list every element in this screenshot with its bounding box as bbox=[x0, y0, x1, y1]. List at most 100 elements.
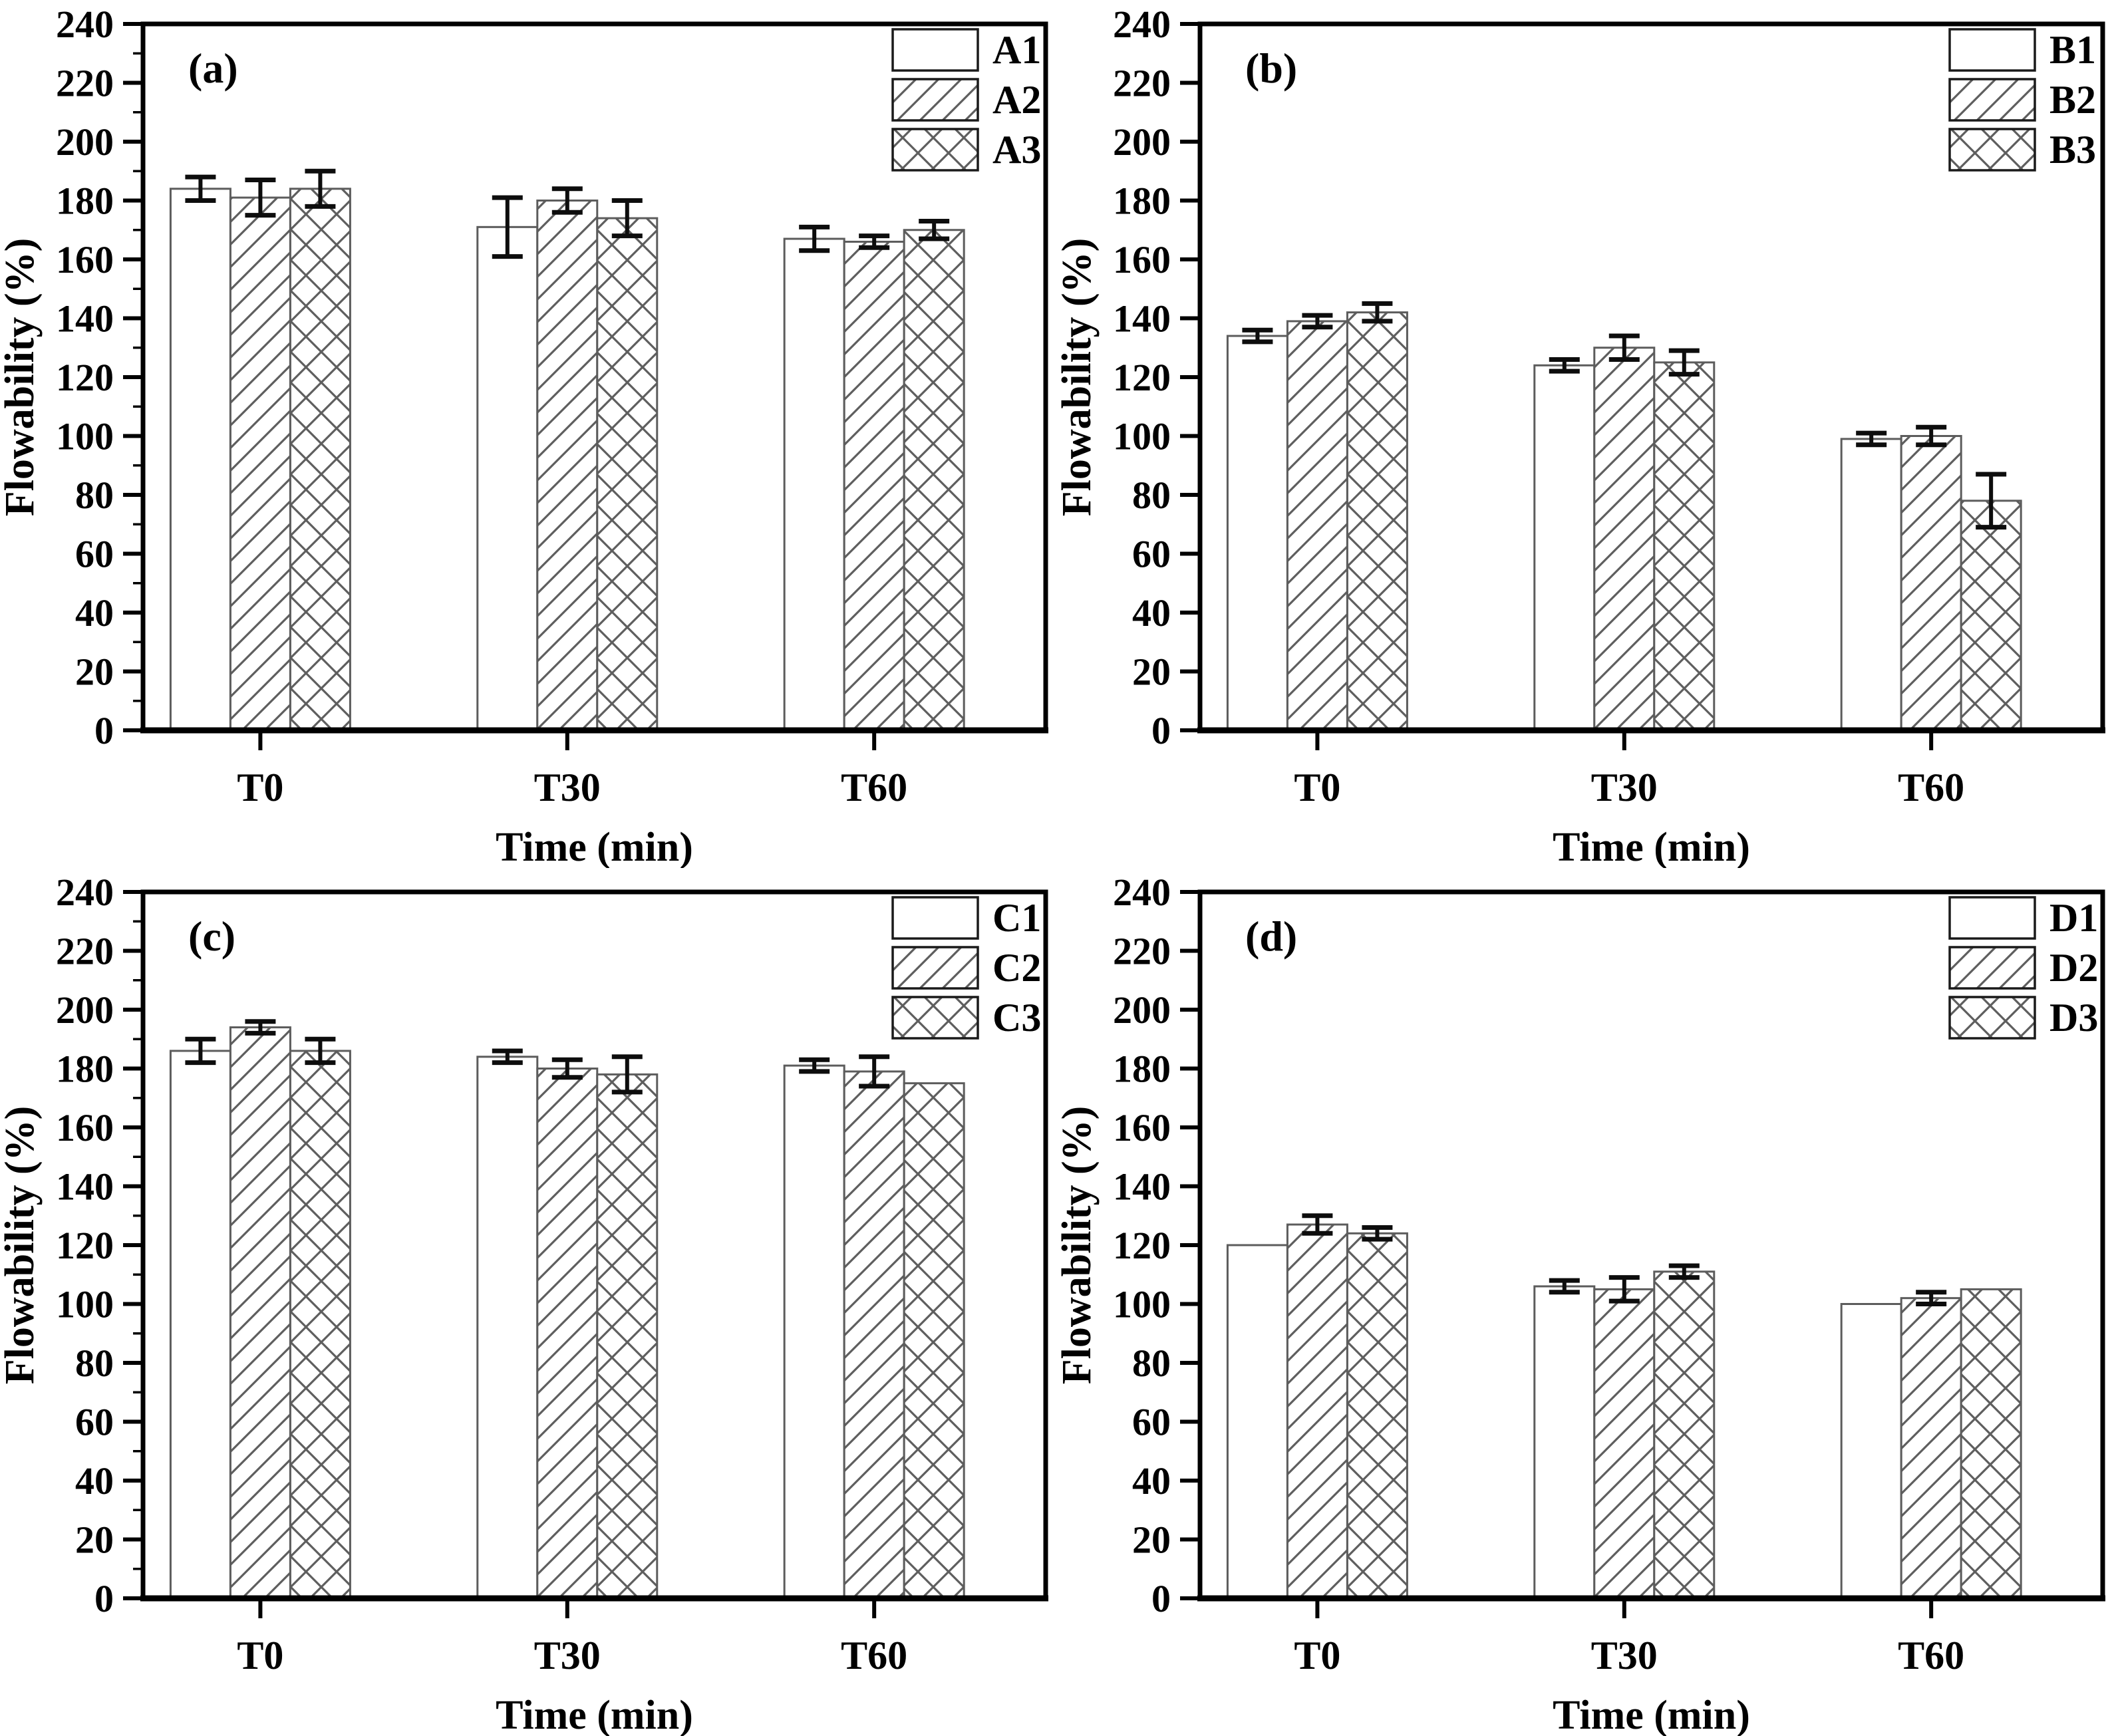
legend: B1 B2 B3 bbox=[1948, 28, 2096, 172]
bar-group-T30 bbox=[1593, 1288, 1656, 1600]
x-tick-label-T60: T60 bbox=[841, 766, 907, 809]
bar-A3-T60 bbox=[903, 229, 965, 732]
legend-item-B2: B2 bbox=[1948, 78, 2096, 122]
x-tick-label-T30: T30 bbox=[534, 1634, 601, 1677]
bar-group-T0 bbox=[229, 1026, 291, 1600]
x-axis: T0 T30 T60 bbox=[1294, 730, 1964, 809]
legend-item-A1: A1 bbox=[891, 28, 1041, 72]
y-tick-label: 20 bbox=[1132, 651, 1171, 694]
bar-group-T30 bbox=[536, 1068, 599, 1600]
legend-item-C1: C1 bbox=[891, 896, 1041, 940]
bar-A2-T30 bbox=[536, 200, 599, 732]
x-tick-label-T30: T30 bbox=[1591, 1634, 1658, 1677]
legend: D1 D2 D3 bbox=[1948, 896, 2098, 1040]
y-tick-label: 40 bbox=[1132, 591, 1171, 635]
x-axis: T0 T30 T60 bbox=[1294, 1598, 1964, 1677]
legend-label-C3: C3 bbox=[992, 996, 1041, 1040]
y-tick-label: 240 bbox=[56, 3, 114, 46]
bar-A2-T0 bbox=[229, 196, 291, 732]
legend-swatch-solid-white bbox=[1948, 896, 2036, 940]
bar-D2-T0 bbox=[1286, 1223, 1348, 1600]
bar-C3-T60 bbox=[903, 1082, 965, 1600]
error-bar-D3-T30 bbox=[1668, 1263, 1700, 1280]
bar-bg bbox=[1227, 336, 1288, 730]
y-tick-label: 80 bbox=[1132, 474, 1171, 517]
x-axis: T0 T30 T60 bbox=[237, 730, 907, 809]
y-tick-label: 60 bbox=[75, 533, 114, 576]
bar-group-T30 bbox=[476, 225, 539, 732]
y-axis: 0 20 40 60 80 100 120 140 160 180 200 220 240 bbox=[1113, 3, 1200, 752]
x-axis-title: Time (min) bbox=[496, 825, 693, 868]
bar-bg bbox=[1841, 1304, 1902, 1598]
y-tick-label: 40 bbox=[75, 1459, 114, 1503]
y-tick-label: 120 bbox=[1113, 356, 1171, 399]
bar-D2-T30 bbox=[1593, 1288, 1656, 1600]
error-bar-D3-T0 bbox=[1362, 1225, 1393, 1242]
bar-group-T60 bbox=[1960, 1288, 2022, 1600]
bar-D2-T60 bbox=[1900, 1297, 1962, 1600]
y-tick-label: 160 bbox=[1113, 238, 1171, 281]
bar-group-T0 bbox=[1226, 1244, 1288, 1600]
error-bar-C3-T30 bbox=[611, 1054, 643, 1095]
bar-group-T0 bbox=[1346, 1232, 1408, 1600]
y-tick-label: 20 bbox=[75, 1519, 114, 1562]
y-tick-label: 80 bbox=[1132, 1342, 1171, 1385]
legend-swatch-crosshatch bbox=[1948, 128, 2036, 172]
panel-d: 0 20 40 60 80 100 120 140 160 180 200 220 240 T0 T30 T6… bbox=[1057, 868, 2114, 1736]
error-bar-A1-T60 bbox=[799, 224, 830, 253]
error-bar-D1-T30 bbox=[1549, 1278, 1580, 1295]
error-bar-A3-T60 bbox=[919, 218, 950, 241]
bar-A2-T60 bbox=[843, 240, 905, 732]
y-axis: 0 20 40 60 80 100 120 140 160 180 200 220 240 bbox=[56, 3, 143, 752]
y-tick-label: 180 bbox=[1113, 1048, 1171, 1091]
error-bar-A3-T0 bbox=[305, 168, 336, 209]
legend: A1 A2 A3 bbox=[891, 28, 1041, 172]
bar-bg bbox=[170, 188, 231, 730]
bar-group-T60 bbox=[1900, 435, 1962, 732]
x-tick-label-T0: T0 bbox=[237, 1634, 283, 1677]
bar-D3-T0 bbox=[1346, 1232, 1408, 1600]
y-tick-label: 80 bbox=[75, 1342, 114, 1385]
legend-label-A2: A2 bbox=[992, 78, 1041, 122]
bar-group-T30 bbox=[1653, 1270, 1716, 1600]
panel-label: (c) bbox=[188, 913, 235, 960]
chart-a: 0 20 40 60 80 100 120 140 160 180 200 220 240 T0 T30 T6… bbox=[0, 3, 1048, 868]
bar-group-T30 bbox=[536, 200, 599, 732]
x-tick-label-T60: T60 bbox=[1898, 1634, 1964, 1677]
x-tick-label-T0: T0 bbox=[1294, 1634, 1340, 1677]
legend-swatch-diagonal-hatch bbox=[1948, 78, 2036, 122]
y-axis-title: Flowability (%) bbox=[1057, 238, 1100, 516]
y-tick-label: 100 bbox=[56, 1283, 114, 1326]
error-bar-C1-T30 bbox=[492, 1048, 523, 1066]
bar-group-T30 bbox=[596, 217, 659, 732]
bar-B2-T60 bbox=[1900, 435, 1962, 732]
bar-group-T60 bbox=[843, 240, 905, 732]
x-tick-label-T60: T60 bbox=[1898, 766, 1964, 809]
bar-D3-T30 bbox=[1653, 1270, 1716, 1600]
bar-C2-T60 bbox=[843, 1070, 905, 1600]
error-bar-B1-T0 bbox=[1242, 327, 1273, 345]
bar-group-T30 bbox=[1533, 364, 1596, 732]
legend-swatch-solid-white bbox=[891, 896, 979, 940]
error-bar-C2-T30 bbox=[551, 1057, 583, 1080]
bar-group-T0 bbox=[229, 196, 291, 732]
bar-group-T60 bbox=[1900, 1297, 1962, 1600]
bar-bg bbox=[1841, 438, 1902, 730]
bar-bg bbox=[1534, 1286, 1594, 1598]
bar-A3-T30 bbox=[596, 217, 659, 732]
bar-group-T0 bbox=[1286, 320, 1348, 732]
bar-group-T30 bbox=[1653, 361, 1716, 732]
bar-group-T30 bbox=[476, 1056, 539, 1600]
bar-C2-T0 bbox=[229, 1026, 291, 1600]
x-axis-title: Time (min) bbox=[1553, 825, 1750, 868]
y-axis: 0 20 40 60 80 100 120 140 160 180 200 220 240 bbox=[1113, 871, 1200, 1620]
bar-C2-T30 bbox=[536, 1068, 599, 1600]
x-tick-label-T30: T30 bbox=[1591, 766, 1658, 809]
bar-bg bbox=[784, 1066, 845, 1598]
panel-label: (a) bbox=[188, 45, 238, 92]
legend-label-C1: C1 bbox=[992, 896, 1041, 940]
bar-group-T60 bbox=[783, 1064, 845, 1600]
error-bar-B2-T60 bbox=[1916, 424, 1947, 448]
y-tick-label: 100 bbox=[1113, 1283, 1171, 1326]
legend-label-A3: A3 bbox=[992, 128, 1041, 172]
